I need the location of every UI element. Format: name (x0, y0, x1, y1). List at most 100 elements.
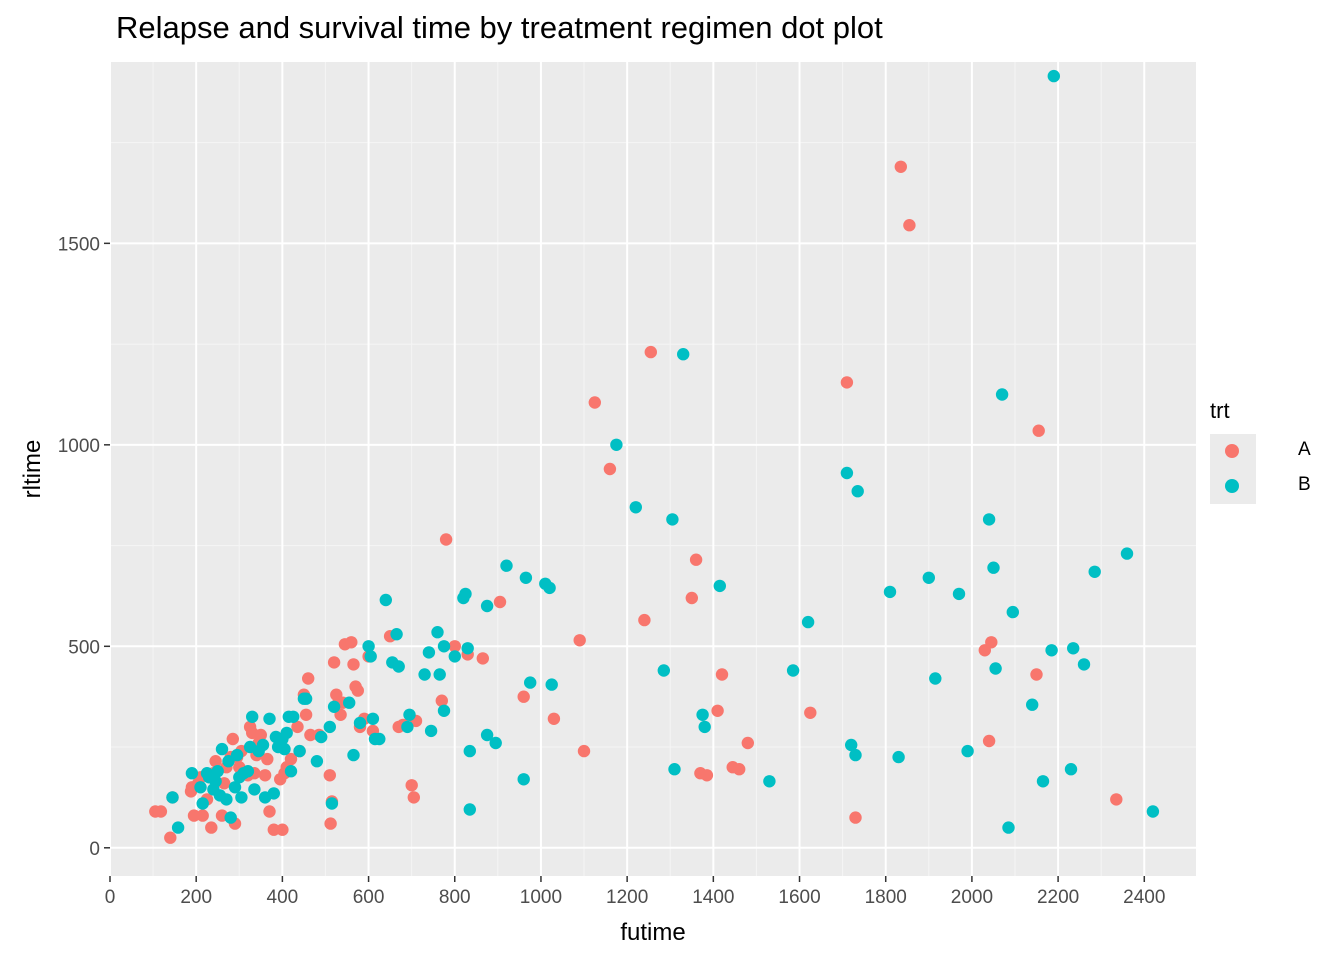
data-point-a (1032, 424, 1045, 437)
data-point-a (588, 396, 601, 409)
x-tick-label: 1600 (778, 887, 820, 908)
data-point-b (500, 559, 513, 572)
data-point-a (284, 752, 298, 766)
data-point-b (463, 744, 476, 758)
data-point-a (407, 791, 420, 804)
data-point-b (246, 710, 259, 723)
data-point-b (517, 773, 530, 786)
data-point-a (324, 817, 337, 830)
data-point-b (211, 765, 224, 778)
data-point-b (437, 640, 451, 653)
data-point-b (459, 587, 472, 601)
data-point-b (315, 730, 328, 744)
data-point-b (194, 781, 207, 794)
data-point-b (1064, 763, 1078, 776)
x-tick-label: 0 (105, 887, 116, 908)
data-point-b (347, 748, 360, 762)
plot-panel (110, 62, 1196, 876)
legend: trt A B (1210, 398, 1311, 504)
data-point-b (1146, 805, 1160, 818)
data-point-b (657, 664, 670, 677)
data-point-a (164, 831, 177, 844)
data-point-b (263, 712, 276, 725)
data-point-a (849, 811, 862, 824)
data-point-a (345, 636, 358, 649)
data-point-b (241, 765, 255, 778)
data-point-a (1110, 793, 1123, 806)
y-axis-label: rltime (19, 440, 46, 499)
data-point-a (985, 636, 998, 649)
data-point-b (929, 672, 942, 685)
data-point-a (205, 821, 218, 834)
data-point-b (698, 720, 711, 734)
data-point-b (1002, 821, 1015, 834)
data-point-b (401, 720, 414, 734)
data-point-a (715, 668, 729, 681)
data-point-a (435, 694, 448, 707)
data-point-b (248, 783, 261, 796)
data-point-b (519, 571, 533, 584)
data-point-b (284, 765, 298, 778)
data-point-a (258, 769, 272, 782)
data-point-b (480, 599, 494, 613)
data-point-b (256, 738, 270, 752)
data-point-b (763, 775, 776, 788)
data-point-a (226, 732, 239, 746)
data-point-b (392, 660, 405, 673)
data-point-b (222, 755, 235, 768)
data-point-b (845, 738, 858, 752)
data-point-a (304, 728, 317, 742)
data-point-b (220, 793, 233, 806)
data-point-a (327, 656, 341, 669)
data-point-a (154, 805, 168, 818)
legend-keys: A B (1210, 434, 1311, 504)
data-point-a (209, 755, 222, 768)
data-point-b (524, 676, 537, 689)
x-tick-label: 2000 (951, 887, 993, 908)
x-tick-label: 1400 (692, 887, 734, 908)
data-point-a (267, 823, 280, 836)
x-axis-label: futime (620, 919, 685, 946)
legend-item-a: A (1210, 434, 1311, 469)
y-axis: 0 500 1000 1500 (58, 234, 110, 860)
x-tick-label: 600 (353, 887, 385, 908)
data-point-b (325, 797, 339, 810)
minor-gridlines (110, 62, 1196, 876)
data-point-b (278, 742, 291, 756)
data-point-b (610, 438, 623, 451)
data-point-b (801, 615, 815, 629)
x-axis: 0 200 400 600 800 1000 1200 1400 1600 1800 2000 220… (105, 876, 1165, 908)
data-point-b (1077, 658, 1091, 671)
data-point-a (644, 345, 657, 359)
data-point-b (883, 585, 897, 599)
data-point-a (603, 462, 617, 476)
data-point-b (418, 668, 431, 681)
data-point-b (224, 811, 237, 824)
data-point-a (733, 763, 746, 776)
data-point-b (390, 628, 403, 641)
data-point-b (433, 668, 446, 681)
data-point-a (1030, 668, 1043, 681)
data-point-a (894, 160, 907, 173)
data-point-b (448, 650, 461, 663)
data-point-b (786, 664, 800, 677)
data-point-a (196, 809, 209, 822)
data-point-b (364, 650, 377, 663)
data-point-a (405, 779, 418, 792)
y-tick-label: 500 (68, 637, 100, 658)
data-point-b (299, 692, 313, 705)
data-point-b (185, 767, 199, 780)
x-tick-label: 2400 (1123, 887, 1165, 908)
data-point-a (351, 684, 364, 697)
data-point-a (517, 690, 530, 703)
legend-dot-b (1225, 479, 1239, 493)
data-point-b (480, 728, 494, 742)
data-point-a (573, 634, 586, 647)
data-point-a (302, 672, 315, 685)
legend-label-a: A (1298, 439, 1311, 460)
data-point-b (353, 716, 367, 730)
x-tick-label: 1200 (606, 887, 648, 908)
data-point-b (293, 744, 306, 758)
data-point-b (677, 348, 690, 361)
data-point-b (310, 755, 324, 768)
